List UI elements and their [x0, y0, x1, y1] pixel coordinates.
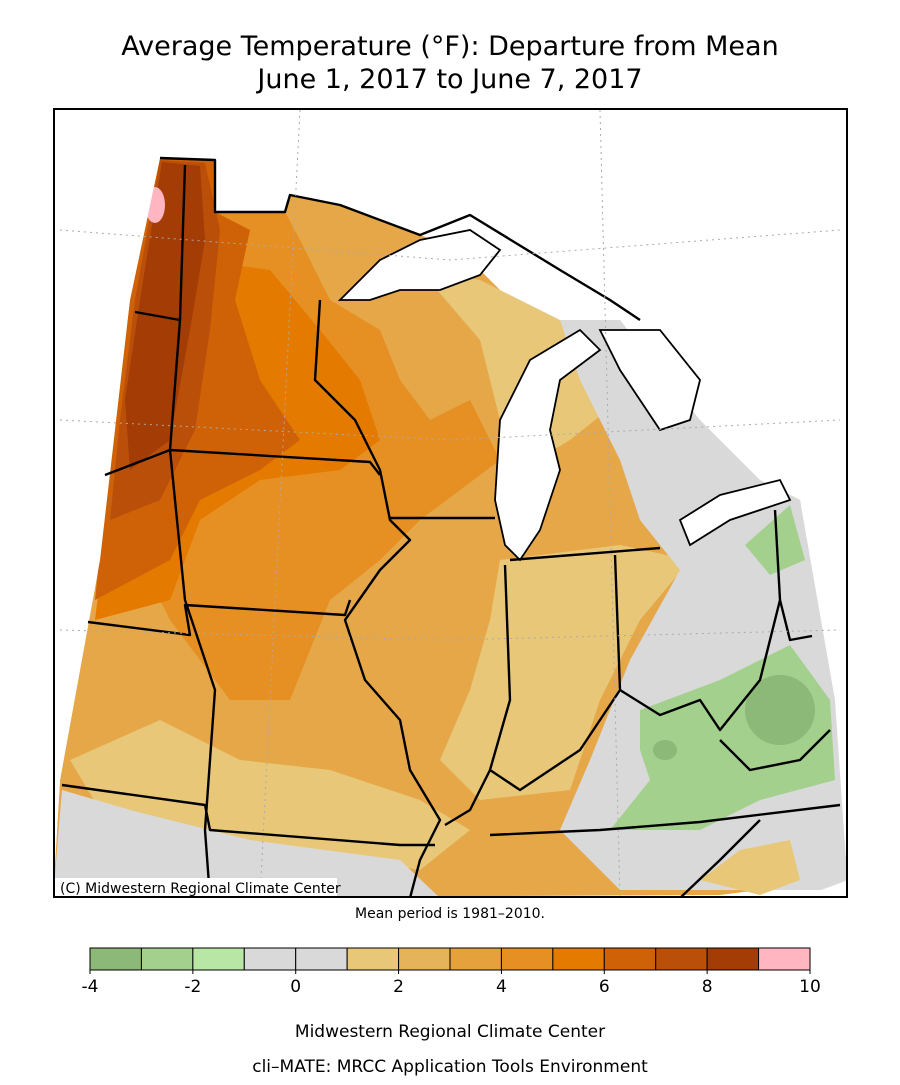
legend-cell	[449, 947, 502, 971]
tick-label: 4	[496, 977, 507, 997]
legend-cell	[243, 947, 297, 971]
legend-cell	[192, 947, 245, 971]
tick-label: 2	[393, 977, 404, 997]
tick-label: 8	[702, 977, 713, 997]
legend-cell	[603, 947, 657, 971]
tick-label: 10	[799, 977, 821, 997]
credit: (C) Midwestern Regional Climate Center	[60, 881, 341, 897]
legend-cell	[398, 947, 451, 971]
color-legend: -4 -2 0 2 4 6 8 10	[82, 947, 821, 997]
legend-cell	[346, 947, 400, 971]
legend-cell	[758, 947, 811, 971]
note: Mean period is 1981–2010.	[355, 906, 545, 922]
tick-label: 0	[290, 977, 301, 997]
legend-cell	[500, 947, 554, 971]
footer-line: cli–MATE: MRCC Application Tools Environ…	[252, 1057, 648, 1077]
legend-cell	[89, 947, 142, 971]
title-line: June 1, 2017 to June 7, 2017	[255, 64, 642, 95]
tick-label: -2	[184, 977, 201, 997]
footer-line: Midwestern Regional Climate Center	[295, 1022, 605, 1042]
legend-cell	[295, 947, 348, 971]
legend-cell	[140, 947, 194, 971]
legend-cell	[552, 947, 605, 971]
tick-label: 6	[599, 977, 610, 997]
tick-label: -4	[82, 977, 99, 997]
title-line: Average Temperature (°F): Departure from…	[121, 31, 778, 62]
legend-cell	[655, 947, 708, 971]
legend-cell	[706, 947, 760, 971]
map: (C) Midwestern Regional Climate Center	[54, 109, 847, 897]
map-frame	[53, 108, 848, 898]
